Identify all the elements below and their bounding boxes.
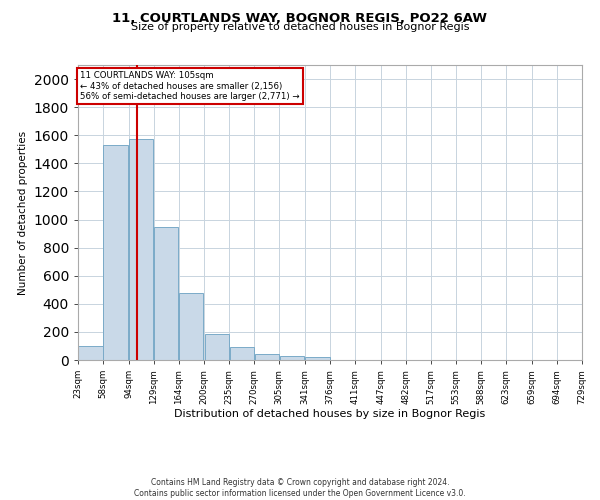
- Y-axis label: Number of detached properties: Number of detached properties: [18, 130, 28, 294]
- Text: 11, COURTLANDS WAY, BOGNOR REGIS, PO22 6AW: 11, COURTLANDS WAY, BOGNOR REGIS, PO22 6…: [113, 12, 487, 26]
- Bar: [254, 354, 279, 360]
- Bar: [129, 140, 154, 360]
- Bar: [78, 346, 103, 360]
- Bar: [280, 356, 304, 360]
- X-axis label: Distribution of detached houses by size in Bognor Regis: Distribution of detached houses by size …: [175, 410, 485, 420]
- Bar: [205, 334, 229, 360]
- Bar: [154, 226, 178, 360]
- Text: 11 COURTLANDS WAY: 105sqm
← 43% of detached houses are smaller (2,156)
56% of se: 11 COURTLANDS WAY: 105sqm ← 43% of detac…: [80, 71, 300, 101]
- Bar: [230, 348, 254, 360]
- Bar: [305, 357, 330, 360]
- Text: Size of property relative to detached houses in Bognor Regis: Size of property relative to detached ho…: [131, 22, 469, 32]
- Text: Contains HM Land Registry data © Crown copyright and database right 2024.
Contai: Contains HM Land Registry data © Crown c…: [134, 478, 466, 498]
- Bar: [179, 292, 203, 360]
- Bar: [103, 145, 128, 360]
